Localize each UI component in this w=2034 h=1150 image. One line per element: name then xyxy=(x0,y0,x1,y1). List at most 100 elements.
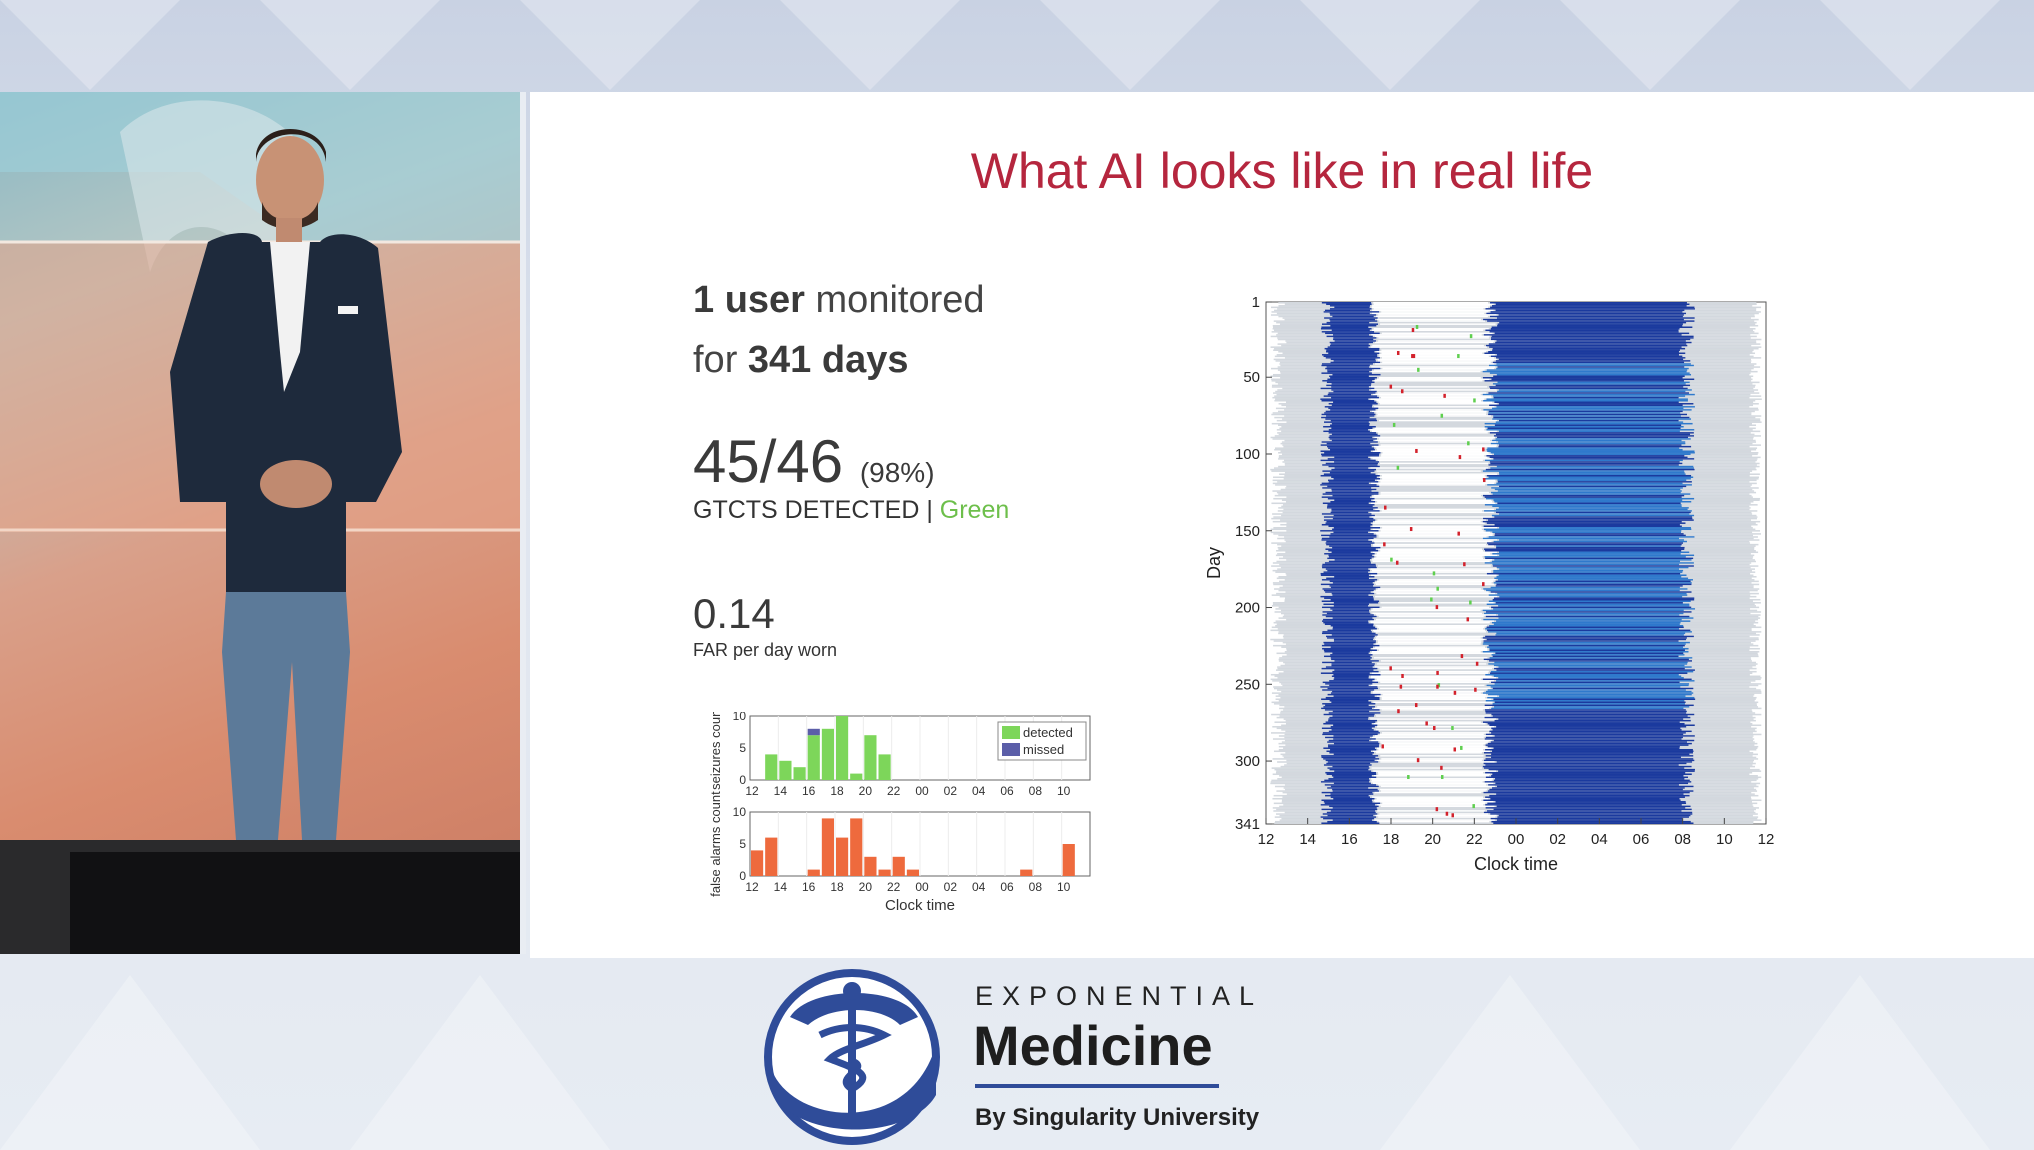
nap-band xyxy=(1325,418,1377,420)
sleep-band xyxy=(1484,422,1693,425)
awake-band xyxy=(1376,378,1490,381)
awake-band xyxy=(1378,418,1491,420)
sleep-band xyxy=(1486,312,1687,315)
awake-band xyxy=(1379,788,1488,791)
awake-band xyxy=(1382,693,1486,696)
sleep-band xyxy=(1490,670,1694,673)
awake-band xyxy=(1376,470,1481,472)
nap-band xyxy=(1322,487,1372,489)
x-tick-label: 16 xyxy=(802,880,816,894)
nap-band xyxy=(1332,315,1374,318)
sleep-band xyxy=(1486,589,1680,592)
awake-band xyxy=(1377,360,1494,362)
awake-band xyxy=(1372,450,1486,453)
sleep-band xyxy=(1487,519,1694,521)
sleep-band xyxy=(1496,819,1683,821)
awake-band xyxy=(1373,494,1481,497)
nap-band xyxy=(1333,390,1377,393)
sleep-band xyxy=(1492,505,1682,508)
event-mark xyxy=(1440,765,1443,770)
awake-band xyxy=(1370,326,1490,329)
event-mark xyxy=(1396,350,1400,355)
x-tick-label: 12 xyxy=(745,784,759,798)
awake-band xyxy=(1371,366,1496,368)
nap-band xyxy=(1321,496,1371,498)
y-tick-label: 150 xyxy=(1235,523,1260,540)
sleep-band xyxy=(1490,338,1691,341)
sleep-band xyxy=(1491,487,1683,489)
awake-band xyxy=(1375,508,1494,511)
sleep-band xyxy=(1493,779,1690,782)
awake-band xyxy=(1372,528,1482,531)
sleep-band xyxy=(1498,389,1692,391)
nap-band xyxy=(1327,497,1375,500)
awake-band xyxy=(1378,419,1497,422)
awake-band xyxy=(1380,660,1487,662)
awake-band xyxy=(1371,386,1488,388)
nap-band xyxy=(1330,501,1376,503)
nap-band xyxy=(1323,519,1376,521)
nap-band xyxy=(1334,677,1369,679)
nap-band xyxy=(1330,657,1372,659)
detection-label: GTCTS DETECTED | Green xyxy=(693,496,1009,525)
sleep-band xyxy=(1487,745,1680,748)
nap-band xyxy=(1321,441,1378,443)
sleep-band xyxy=(1495,585,1683,587)
awake-band xyxy=(1370,511,1494,514)
nap-band xyxy=(1330,377,1377,379)
sleep-band xyxy=(1493,499,1683,502)
sleep-band xyxy=(1494,533,1684,535)
nap-band xyxy=(1320,459,1376,462)
nap-band xyxy=(1331,490,1372,492)
nap-band xyxy=(1332,373,1381,376)
sleep-band xyxy=(1489,672,1688,674)
awake-band xyxy=(1377,413,1487,416)
nap-band xyxy=(1324,553,1375,555)
sleep-band xyxy=(1484,612,1684,615)
nap-band xyxy=(1327,787,1369,789)
nap-band xyxy=(1326,350,1375,353)
sleep-band xyxy=(1496,785,1694,788)
awake-band xyxy=(1376,415,1492,417)
nap-band xyxy=(1325,704,1369,707)
sleep-band xyxy=(1484,704,1694,707)
event-mark xyxy=(1425,721,1428,726)
awake-band xyxy=(1378,807,1484,809)
sleep-band xyxy=(1494,719,1691,722)
sleep-band xyxy=(1497,381,1690,384)
bar xyxy=(864,856,877,876)
x-tick-label: 08 xyxy=(1029,784,1043,798)
awake-band xyxy=(1372,559,1493,561)
nap-band xyxy=(1321,755,1379,757)
awake-band xyxy=(1372,309,1494,312)
awake-band xyxy=(1377,358,1497,361)
nap-band xyxy=(1322,380,1373,382)
nap-band xyxy=(1330,608,1371,610)
awake-band xyxy=(1373,562,1483,564)
event-mark xyxy=(1474,687,1477,692)
nap-band xyxy=(1329,305,1371,307)
awake-band xyxy=(1375,595,1498,598)
event-mark xyxy=(1432,571,1436,576)
awake-band xyxy=(1378,324,1496,327)
sleep-band xyxy=(1483,334,1682,336)
nap-band xyxy=(1324,655,1371,658)
awake-band xyxy=(1372,522,1485,524)
sleep-band xyxy=(1491,732,1686,734)
awake-band xyxy=(1370,621,1490,624)
awake-band xyxy=(1379,441,1496,443)
sleep-band xyxy=(1496,669,1695,671)
nap-band xyxy=(1323,603,1369,606)
sleep-band xyxy=(1484,478,1691,480)
nap-band xyxy=(1330,624,1374,627)
awake-band xyxy=(1376,412,1487,414)
awake-band xyxy=(1371,672,1488,674)
awake-band xyxy=(1373,308,1484,310)
nap-band xyxy=(1321,455,1380,457)
logo-line1: EXPONENTIAL xyxy=(975,981,1264,1011)
sleep-band xyxy=(1492,563,1680,566)
sleep-band xyxy=(1487,450,1695,453)
nap-band xyxy=(1333,797,1375,800)
sleep-band xyxy=(1482,643,1686,645)
awake-band xyxy=(1375,341,1494,344)
